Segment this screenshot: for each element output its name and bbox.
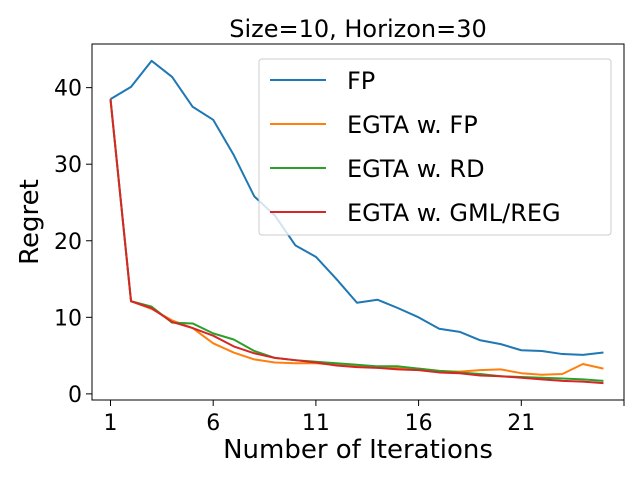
x-tick-label: 1 <box>103 411 117 436</box>
y-axis-ticks: 0 10 20 30 40 <box>54 77 92 408</box>
series-line-egta-w-gml-reg <box>109 99 604 385</box>
legend-entries: FP EGTA w. FP EGTA w. RD EGTA w. GML/REG <box>270 67 561 227</box>
chart-title: Size=10, Horizon=30 <box>229 15 487 43</box>
x-tick-label: 16 <box>405 411 433 436</box>
x-tick-label: 21 <box>507 411 535 436</box>
x-tick-label: 11 <box>302 411 330 436</box>
legend-label: EGTA w. RD <box>347 155 485 183</box>
legend-label: EGTA w. GML/REG <box>347 199 561 227</box>
y-tick-label: 20 <box>54 230 82 255</box>
legend: FP EGTA w. FP EGTA w. RD EGTA w. GML/REG <box>258 58 612 236</box>
y-tick-label: 10 <box>54 306 82 331</box>
y-tick-label: 0 <box>68 383 82 408</box>
y-tick-label: 40 <box>54 77 82 102</box>
legend-label: FP <box>347 67 375 95</box>
series-line-fp <box>109 59 604 356</box>
series-lines <box>109 59 604 385</box>
y-axis-label: Regret <box>15 179 45 265</box>
x-axis-ticks: 1 6 11 16 21 <box>103 400 625 436</box>
x-tick-label: 6 <box>206 411 220 436</box>
legend-box <box>258 58 612 236</box>
x-axis-label: Number of Iterations <box>223 435 493 465</box>
y-tick-label: 30 <box>54 153 82 178</box>
legend-label: EGTA w. FP <box>347 111 478 139</box>
plot-frame <box>91 43 625 401</box>
